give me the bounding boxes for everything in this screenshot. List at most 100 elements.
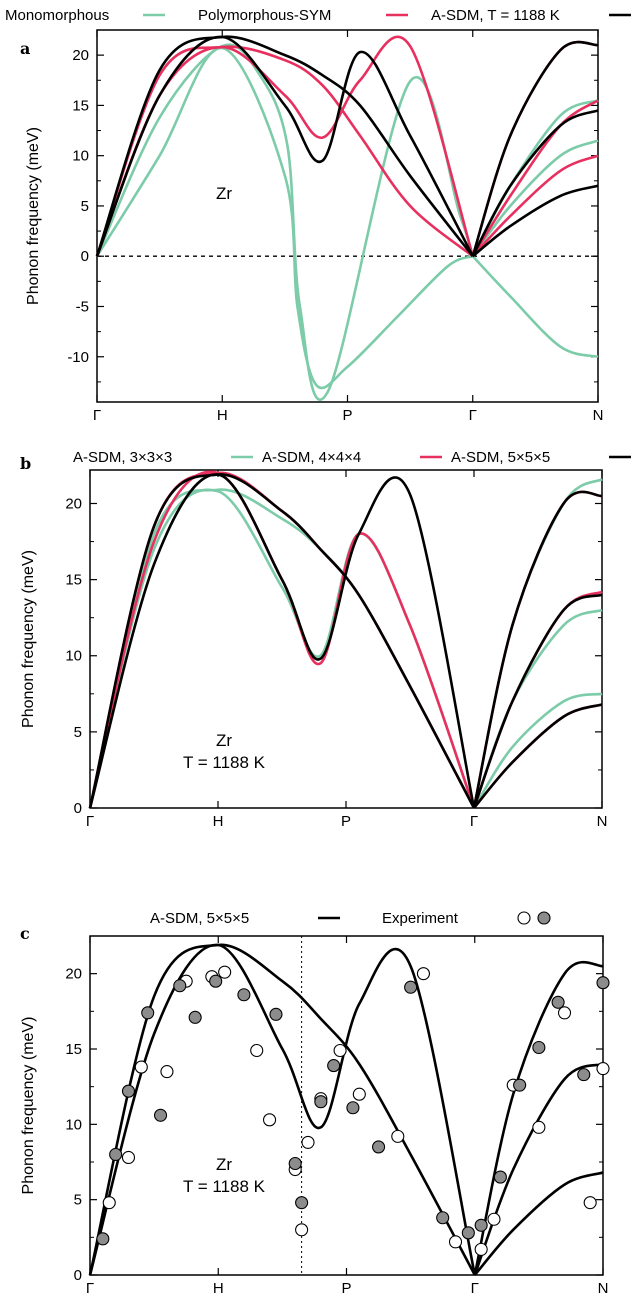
- panel-c-annotation: T = 1188 K: [183, 1177, 266, 1196]
- panel-c-exp-open-point: [134, 1060, 148, 1074]
- panel-c-exp-filled-point: [141, 1006, 155, 1020]
- panel-b-series-3-branch-1: [88, 473, 476, 809]
- panel-c-series-1-branch-2: [88, 943, 476, 1276]
- panel-a-annotation: Zr: [216, 184, 232, 203]
- panel-a-xtick-label: P: [342, 407, 352, 424]
- panel-c-exp-filled-point: [596, 976, 610, 990]
- panel-c-exp-filled-point: [493, 1170, 507, 1184]
- panel-c-ytick-label: 20: [65, 966, 82, 983]
- panel-c-xtick-label: P: [341, 1280, 351, 1296]
- panel-c-exp-filled-point: [121, 1084, 136, 1098]
- panel-a-xtick-label: N: [593, 407, 604, 424]
- panel-c-exp-open-point: [474, 1242, 488, 1256]
- panel-c-exp-filled-point: [188, 1010, 202, 1024]
- panel-c-exp-filled-point: [346, 1101, 360, 1115]
- panel-c-exp-open-point: [262, 1113, 277, 1127]
- panel-c-exp-filled-point: [461, 1226, 475, 1240]
- panel-b-annotation: T = 1188 K: [183, 753, 266, 772]
- panel-a-series-2-branch-3: [471, 154, 599, 258]
- panel-c-exp-filled-point: [295, 1196, 309, 1210]
- panel-a-series-1-branch-2: [95, 43, 475, 401]
- panel-a-ylabel: Phonon frequency (meV): [25, 127, 42, 305]
- panel-b-xtick-label: Γ: [86, 813, 94, 830]
- panel-c-exp-filled-point: [153, 1108, 168, 1122]
- panel-b-xtick-label: Γ: [470, 813, 478, 830]
- panel-a-series-1-branch-3: [471, 255, 599, 359]
- panel-c-ytick-label: 15: [65, 1041, 82, 1058]
- panel-c-exp-filled-point: [551, 995, 565, 1009]
- panel-b-ytick-label: 20: [65, 495, 82, 512]
- panel-a-legend-label: Polymorphous-SYM: [198, 7, 331, 24]
- panel-c-exp-open-point: [583, 1196, 597, 1210]
- panel-c-exp-filled-point: [532, 1040, 546, 1055]
- panel-a-letter: a: [20, 39, 30, 58]
- panel-a-series-2-branch-4: [471, 99, 599, 257]
- panel-c-exp-filled-point: [288, 1156, 302, 1171]
- panel-c-exp-filled-point: [436, 1211, 450, 1225]
- panel-c-series-1-branch-4: [473, 1062, 604, 1276]
- panel-c-exp-filled-point: [474, 1218, 488, 1232]
- panel-c-legend-open-marker: [517, 911, 531, 925]
- panel-a-ytick-label: 10: [72, 148, 89, 165]
- panel-a-ytick-label: 5: [81, 198, 89, 215]
- panel-b-series-1-branch-3: [472, 692, 603, 809]
- panel-a-series-3-branch-3: [471, 184, 599, 258]
- panel-c-xtick-label: Γ: [86, 1280, 94, 1296]
- panel-b-series-3-branch-2: [88, 473, 476, 809]
- panel-a-ytick-label: 15: [72, 97, 89, 114]
- panel-b-annotation: Zr: [216, 731, 232, 750]
- panel-a-legend-label: A-SDM, T = 1188 K: [431, 7, 560, 24]
- panel-c-series-1-branch-1: [88, 943, 477, 1276]
- panel-c-exp-filled-point: [513, 1078, 527, 1092]
- panel-c-series-1-branch-3: [473, 1171, 604, 1276]
- panel-b-xtick-label: N: [597, 813, 608, 830]
- panel-b-ytick-label: 5: [74, 724, 82, 741]
- panel-c-ytick-label: 0: [74, 1267, 82, 1284]
- panel-c-exp-open-point: [301, 1135, 315, 1149]
- panel-b-series-1-branch-1: [88, 488, 476, 809]
- panel-b-series-2-branch-1: [88, 470, 476, 809]
- panel-b-series-3-branch-3: [473, 703, 603, 809]
- panel-a-series-1-branch-1: [95, 46, 474, 390]
- panel-c-exp-filled-point: [109, 1147, 123, 1162]
- panel-c-exp-filled-point: [404, 980, 418, 994]
- panel-b-legend-label: A-SDM, 4×4×4: [262, 449, 361, 466]
- panel-a-series-3-branch-1: [95, 35, 474, 257]
- panel-c-exp-filled-point: [96, 1232, 110, 1246]
- panel-c-xtick-label: Γ: [471, 1280, 479, 1296]
- panel-c-exp-open-point: [448, 1235, 463, 1249]
- panel-c-exp-filled-point: [372, 1140, 386, 1154]
- panel-a-series-1-branch-4: [471, 139, 599, 257]
- panel-b-xtick-label: P: [341, 813, 351, 830]
- panel-c-exp-filled-point: [577, 1068, 591, 1082]
- panel-c-exp-open-point: [295, 1223, 309, 1237]
- panel-a-ytick-label: -10: [67, 349, 89, 366]
- panel-b-legend-label: A-SDM, 3×3×3: [73, 449, 172, 466]
- panel-a-legend-label: Monomorphous: [5, 7, 109, 24]
- panel-a-ytick-label: -5: [76, 298, 89, 315]
- panel-c-exp-open-point: [557, 1006, 572, 1020]
- panel-c-exp-open-point: [250, 1043, 264, 1058]
- panel-c-exp-open-point: [121, 1150, 136, 1165]
- panel-c-exp-filled-point: [209, 974, 223, 988]
- panel-c-xtick-label: H: [213, 1280, 224, 1296]
- panel-b-series-1-branch-5: [472, 477, 603, 809]
- panel-a-series-3-branch-5: [471, 40, 599, 257]
- panel-b-ytick-label: 0: [74, 800, 82, 817]
- panel-b-series-3-branch-5: [472, 490, 603, 809]
- panel-b-series-3-branch-4: [472, 593, 603, 809]
- panel-b-series-1-branch-2: [88, 488, 476, 809]
- panel-c-ylabel: Phonon frequency (meV): [20, 1017, 37, 1195]
- panel-c-exp-open-point: [160, 1065, 174, 1079]
- panel-c-exp-open-point: [102, 1196, 116, 1210]
- panel-c-ytick-label: 10: [65, 1116, 82, 1133]
- panel-c-exp-open-point: [532, 1120, 546, 1134]
- panel-c-exp-open-point: [416, 967, 431, 981]
- panel-b-ylabel: Phonon frequency (meV): [20, 550, 37, 728]
- panel-c-legend-label: A-SDM, 5×5×5: [150, 910, 249, 927]
- panel-a-xtick-label: H: [217, 407, 228, 424]
- panel-b-ytick-label: 15: [65, 572, 82, 589]
- panel-a-ytick-label: 20: [72, 47, 89, 64]
- panel-c-frame: [89, 935, 604, 1276]
